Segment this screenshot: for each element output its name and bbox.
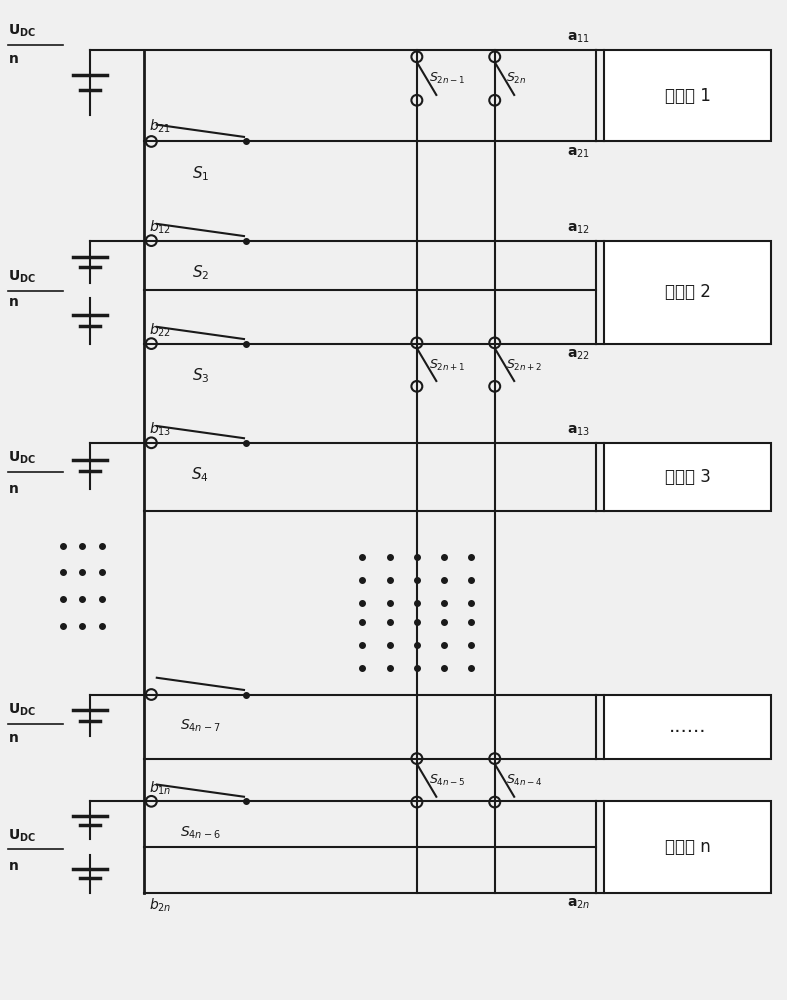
Text: $\mathbf{a}_{13}$: $\mathbf{a}_{13}$ [567,424,589,438]
Text: $S_{4n-4}$: $S_{4n-4}$ [506,773,543,788]
Text: $S_{4n-5}$: $S_{4n-5}$ [429,773,465,788]
Text: $\mathbf{U}_{\mathbf{DC}}$: $\mathbf{U}_{\mathbf{DC}}$ [8,450,36,466]
Text: $\mathbf{a}_{12}$: $\mathbf{a}_{12}$ [567,222,589,236]
FancyBboxPatch shape [604,241,771,344]
Text: $\mathbf{n}$: $\mathbf{n}$ [8,482,19,496]
FancyBboxPatch shape [604,50,771,141]
Text: $S_1$: $S_1$ [192,164,209,183]
Text: $\mathbf{a}_{22}$: $\mathbf{a}_{22}$ [567,347,589,362]
Text: $b_{13}$: $b_{13}$ [149,421,172,438]
Text: $S_{2n+2}$: $S_{2n+2}$ [506,357,543,373]
Text: $\mathbf{U}_{\mathbf{DC}}$: $\mathbf{U}_{\mathbf{DC}}$ [8,702,36,718]
Text: $b_{12}$: $b_{12}$ [149,219,172,236]
Text: $S_2$: $S_2$ [192,264,209,282]
FancyBboxPatch shape [604,695,771,759]
Text: $\mathbf{a}_{11}$: $\mathbf{a}_{11}$ [567,31,589,45]
Text: $\mathbf{U}_{\mathbf{DC}}$: $\mathbf{U}_{\mathbf{DC}}$ [8,827,36,844]
Text: $\mathbf{n}$: $\mathbf{n}$ [8,52,19,66]
Text: ......: ...... [669,717,706,736]
Text: $S_{2n-1}$: $S_{2n-1}$ [429,71,465,86]
Text: $b_{2n}$: $b_{2n}$ [149,897,172,914]
Text: $S_4$: $S_4$ [191,466,209,484]
Text: $b_{21}$: $b_{21}$ [149,118,172,135]
Text: $\mathbf{n}$: $\mathbf{n}$ [8,859,19,873]
Text: $\mathbf{a}_{21}$: $\mathbf{a}_{21}$ [567,145,589,160]
Text: $b_{1n}$: $b_{1n}$ [149,779,172,797]
Text: $\mathbf{n}$: $\mathbf{n}$ [8,295,19,309]
Text: 主回路 n: 主回路 n [664,838,711,856]
Text: $\mathbf{n}$: $\mathbf{n}$ [8,731,19,745]
Text: $S_{4n-6}$: $S_{4n-6}$ [180,824,220,841]
Text: $b_{22}$: $b_{22}$ [149,322,172,339]
Text: $S_3$: $S_3$ [191,367,209,385]
FancyBboxPatch shape [604,801,771,893]
Text: $S_{2n}$: $S_{2n}$ [506,71,527,86]
Text: 主回路 2: 主回路 2 [664,283,711,301]
Text: $\mathbf{U}_{\mathbf{DC}}$: $\mathbf{U}_{\mathbf{DC}}$ [8,269,36,285]
Text: $\mathbf{a}_{2n}$: $\mathbf{a}_{2n}$ [567,897,589,911]
Text: $S_{2n+1}$: $S_{2n+1}$ [429,357,465,373]
Text: 主回路 3: 主回路 3 [664,468,711,486]
FancyBboxPatch shape [604,443,771,511]
Text: 主回路 1: 主回路 1 [664,87,711,105]
Text: $S_{4n-7}$: $S_{4n-7}$ [180,717,220,734]
Text: $\mathbf{U}_{\mathbf{DC}}$: $\mathbf{U}_{\mathbf{DC}}$ [8,23,36,39]
